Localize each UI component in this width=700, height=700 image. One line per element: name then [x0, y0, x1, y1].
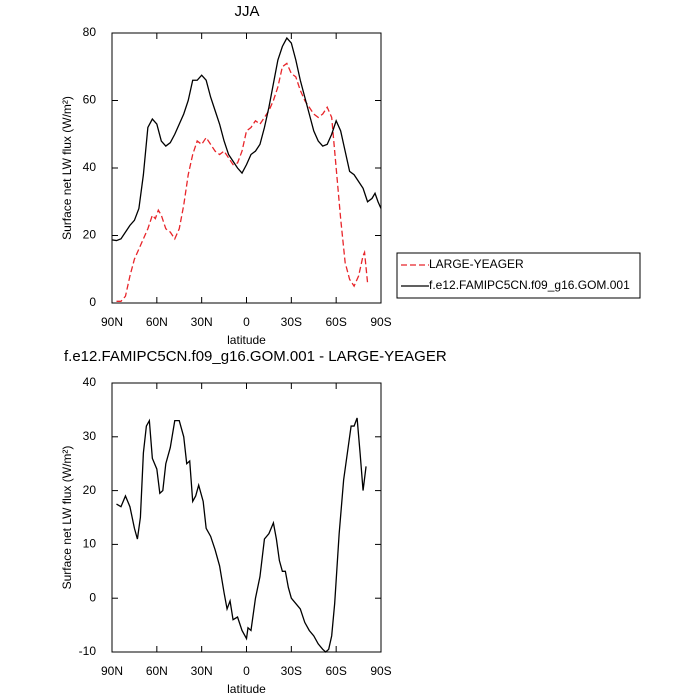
legend-label: LARGE-YEAGER: [429, 257, 524, 271]
x-tick-label: 60S: [325, 664, 346, 678]
data-line: [116, 417, 367, 653]
x-axis-label: latitude: [227, 333, 266, 347]
plot-frame: [111, 32, 382, 304]
y-tick-label: 0: [89, 295, 96, 309]
y-tick-label: 40: [83, 375, 97, 389]
x-tick-label: 60N: [146, 315, 168, 329]
y-tick-label: 30: [83, 429, 97, 443]
y-axis-label: Surface net LW flux (W/m²): [60, 446, 74, 590]
legend-box: [396, 252, 641, 299]
x-tick-label: 30S: [281, 315, 302, 329]
x-tick-label: 90S: [370, 664, 391, 678]
data-line: [111, 36, 382, 242]
data-line: [116, 62, 369, 302]
x-tick-label: 60N: [146, 664, 168, 678]
x-tick-label: 90N: [101, 664, 123, 678]
x-tick-label: 60S: [325, 315, 346, 329]
y-tick-label: 10: [83, 537, 97, 551]
y-tick-label: 0: [89, 590, 96, 604]
chart-title: JJA: [234, 3, 259, 20]
x-tick-label: 30N: [191, 664, 213, 678]
x-tick-label: 90N: [101, 315, 123, 329]
x-axis-label: latitude: [227, 682, 266, 696]
x-tick-label: 30N: [191, 315, 213, 329]
x-tick-label: 90S: [370, 315, 391, 329]
y-tick-label: 80: [83, 25, 97, 39]
y-axis-label: Surface net LW flux (W/m²): [60, 96, 74, 240]
y-tick-label: 20: [83, 228, 97, 242]
y-tick-label: -10: [79, 644, 97, 658]
y-tick-label: 40: [83, 160, 97, 174]
y-tick-label: 60: [83, 93, 97, 107]
y-tick-label: 20: [83, 483, 97, 497]
legend-label: f.e12.FAMIPC5CN.f09_g16.GOM.001: [429, 278, 630, 292]
x-tick-label: 0: [243, 664, 250, 678]
x-tick-label: 30S: [281, 664, 302, 678]
chart-title: f.e12.FAMIPC5CN.f09_g16.GOM.001 - LARGE-…: [64, 348, 447, 365]
x-tick-label: 0: [243, 315, 250, 329]
